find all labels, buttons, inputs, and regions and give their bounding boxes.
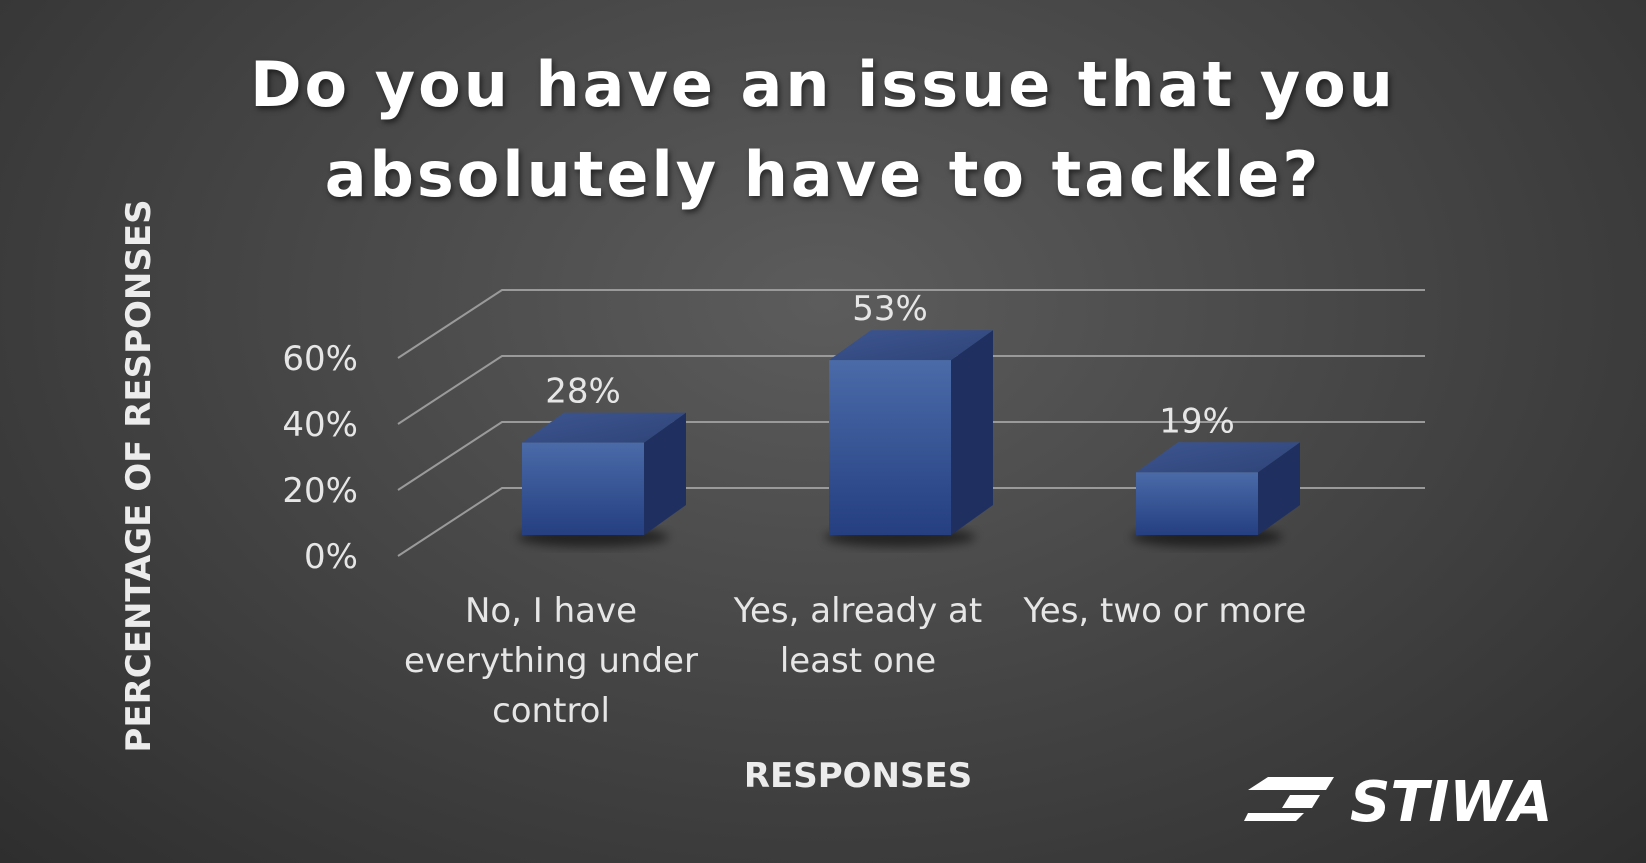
y-tick-label: 20%	[282, 471, 358, 511]
x-tick-label: Yes, two or more	[1023, 591, 1307, 631]
bar-side-face	[951, 330, 993, 535]
x-axis-title: RESPONSES	[744, 756, 972, 796]
bar-side-face	[644, 412, 686, 535]
stiwa-logo: STIWA	[1244, 770, 1552, 835]
x-tick-label-line: least one	[780, 641, 936, 681]
chart-title-line-2: absolutely have to tackle?	[324, 138, 1322, 211]
gridline	[397, 355, 1425, 425]
x-tick-label: Yes, already at least one	[733, 591, 982, 681]
y-axis-title-group: PERCENTAGE OF RESPONSES	[119, 199, 159, 752]
bar-side-face	[1258, 442, 1300, 535]
x-tick-label: No, I have everything under control	[404, 591, 698, 731]
chart-title-line-1: Do you have an issue that you	[250, 48, 1396, 121]
x-tick-label-line: No, I have	[465, 591, 637, 631]
stiwa-logo-text: STIWA	[1350, 770, 1552, 835]
bar-front-face	[1136, 472, 1258, 535]
gridline	[397, 487, 1425, 557]
bar-front-face	[829, 360, 951, 535]
gridline	[397, 289, 1425, 359]
y-tick-label: 0%	[304, 537, 358, 577]
bar	[1131, 442, 1300, 547]
gridline	[397, 421, 1425, 491]
bar-front-face	[522, 442, 644, 535]
y-tick-label: 40%	[282, 405, 358, 445]
bar	[517, 412, 686, 547]
y-axis-title: PERCENTAGE OF RESPONSES	[119, 199, 159, 752]
y-tick-label: 60%	[282, 339, 358, 379]
x-tick-label-line: Yes, already at	[733, 591, 982, 631]
data-label: 19%	[1159, 401, 1235, 441]
data-label: 53%	[852, 289, 928, 329]
data-label: 28%	[545, 372, 621, 412]
chart-title: Do you have an issue that you absolutely…	[0, 40, 1646, 220]
x-tick-label-line: everything under	[404, 641, 698, 681]
bar-top-face	[829, 330, 993, 361]
bar-top-face	[1136, 442, 1300, 473]
x-tick-label-line: Yes, two or more	[1023, 591, 1307, 631]
bar	[824, 330, 993, 547]
bar-top-face	[522, 412, 686, 443]
x-tick-label-line: control	[492, 691, 610, 731]
stiwa-logo-mark-icon	[1244, 777, 1334, 821]
